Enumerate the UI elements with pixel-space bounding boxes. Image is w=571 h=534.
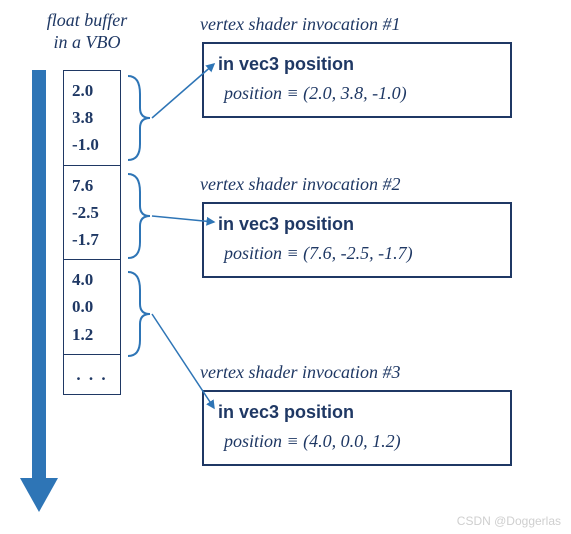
invocation-value: position ≡ (7.6, -2.5, -1.7) — [218, 243, 496, 264]
buffer-value: . . . — [72, 361, 112, 388]
brace-icon-2 — [128, 174, 150, 258]
down-arrow-icon — [20, 70, 58, 512]
buffer-value: 3.8 — [72, 104, 112, 131]
buffer-value: 1.2 — [72, 321, 112, 348]
buffer-value: 7.6 — [72, 172, 112, 199]
buffer-value: -1.7 — [72, 226, 112, 253]
invocation-box-2: in vec3 position position ≡ (7.6, -2.5, … — [202, 202, 512, 278]
watermark: CSDN @Doggerlas — [457, 514, 561, 528]
invocation-box-3: in vec3 position position ≡ (4.0, 0.0, 1… — [202, 390, 512, 466]
invocation-value: position ≡ (4.0, 0.0, 1.2) — [218, 431, 496, 452]
buffer-column: 2.0 3.8 -1.0 7.6 -2.5 -1.7 4.0 0.0 1.2 .… — [63, 70, 121, 395]
invocation-decl: in vec3 position — [218, 54, 496, 75]
buffer-value: 4.0 — [72, 266, 112, 293]
invocation-decl: in vec3 position — [218, 214, 496, 235]
buffer-value: -2.5 — [72, 199, 112, 226]
buffer-cell-2: 4.0 0.0 1.2 — [63, 259, 121, 354]
invocation-title-3: vertex shader invocation #3 — [200, 362, 400, 383]
buffer-title-line1: float buffer — [47, 10, 128, 30]
invocation-title-1: vertex shader invocation #1 — [200, 14, 400, 35]
buffer-cell-0: 2.0 3.8 -1.0 — [63, 70, 121, 165]
buffer-title: float buffer in a VBO — [22, 10, 152, 53]
brace-icon-3 — [128, 272, 150, 356]
buffer-value: 0.0 — [72, 293, 112, 320]
buffer-cell-3: . . . — [63, 354, 121, 395]
buffer-value: -1.0 — [72, 131, 112, 158]
brace-icon-1 — [128, 76, 150, 160]
invocation-decl: in vec3 position — [218, 402, 496, 423]
buffer-title-line2: in a VBO — [54, 32, 121, 52]
invocation-value: position ≡ (2.0, 3.8, -1.0) — [218, 83, 496, 104]
buffer-value: 2.0 — [72, 77, 112, 104]
invocation-title-2: vertex shader invocation #2 — [200, 174, 400, 195]
buffer-cell-1: 7.6 -2.5 -1.7 — [63, 165, 121, 260]
invocation-box-1: in vec3 position position ≡ (2.0, 3.8, -… — [202, 42, 512, 118]
